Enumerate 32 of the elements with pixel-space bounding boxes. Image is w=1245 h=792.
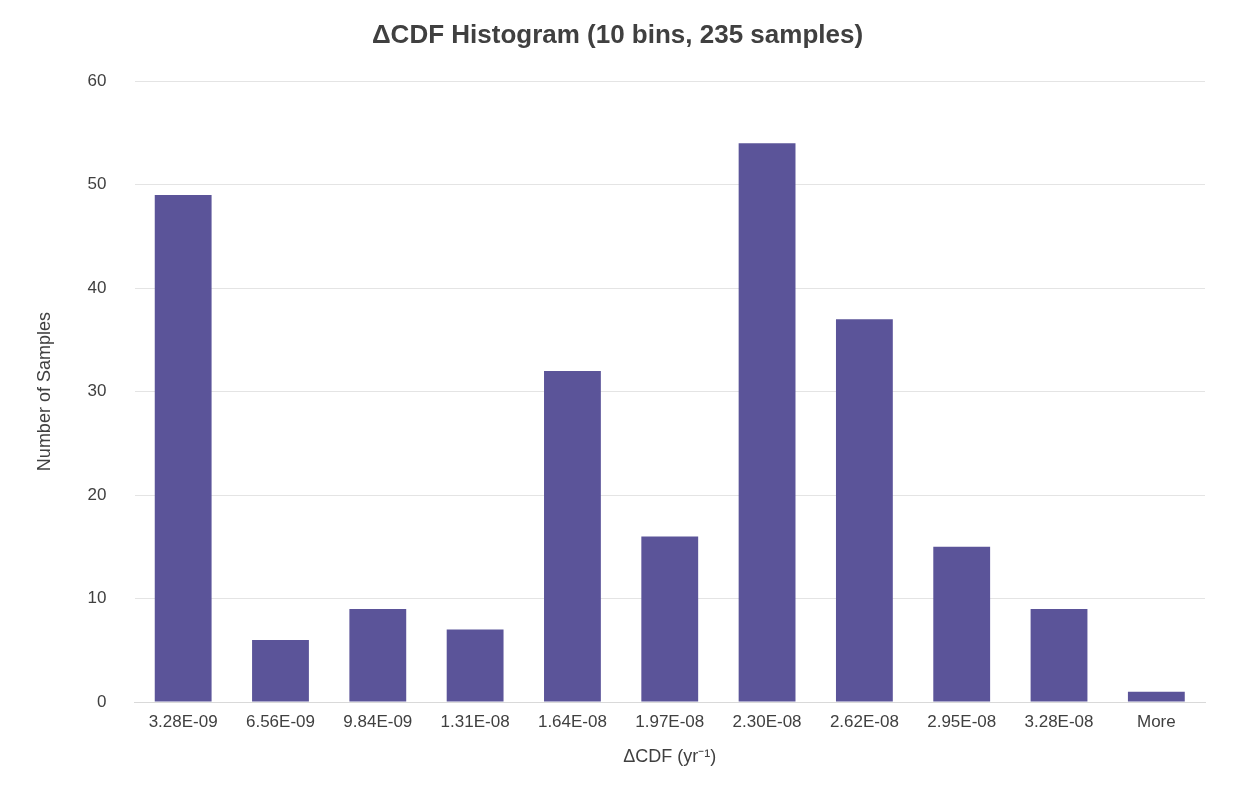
- y-tick-label: 0: [97, 691, 107, 711]
- bar: [252, 639, 309, 702]
- y-tick-label: 20: [87, 484, 107, 504]
- x-tick-label: 9.84E-09: [343, 711, 413, 731]
- bar: [154, 195, 212, 702]
- bar: [544, 370, 601, 702]
- x-axis-title: ΔCDF (yr⁻¹): [623, 746, 717, 767]
- x-tick-label: 6.56E-09: [245, 711, 315, 731]
- bar: [446, 629, 504, 702]
- y-tick-label: 50: [87, 174, 107, 194]
- y-axis-title: Number of Samples: [33, 312, 54, 472]
- x-tick-label: 3.28E-08: [1024, 711, 1094, 731]
- x-tick-label: 1.64E-08: [537, 711, 607, 731]
- bar: [1030, 608, 1088, 702]
- bar: [641, 536, 699, 702]
- y-tick-label: 40: [87, 277, 107, 297]
- x-tick-label: 2.30E-08: [732, 711, 802, 731]
- x-tick-label: 2.95E-08: [927, 711, 997, 731]
- x-tick-label: 3.28E-09: [148, 711, 218, 731]
- chart-title: ΔCDF Histogram (10 bins, 235 samples): [371, 18, 864, 49]
- bar: [349, 608, 407, 702]
- y-tick-label: 30: [87, 381, 107, 401]
- x-tick-label: 1.31E-08: [440, 711, 510, 731]
- bar: [738, 143, 796, 702]
- y-tick-label: 60: [87, 70, 107, 90]
- bar: [933, 546, 991, 702]
- x-tick-label: More: [1136, 711, 1176, 731]
- x-tick-label: 2.62E-08: [829, 711, 899, 731]
- bar: [835, 319, 893, 702]
- y-tick-label: 10: [87, 588, 107, 608]
- x-tick-label: 1.97E-08: [635, 711, 705, 731]
- bar: [1127, 691, 1185, 702]
